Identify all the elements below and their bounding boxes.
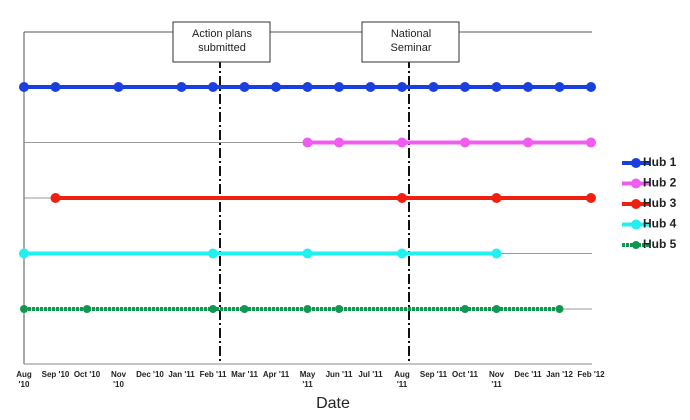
- x-tick-label: Nov '10: [111, 370, 127, 389]
- marker: [586, 82, 596, 92]
- marker: [523, 82, 533, 92]
- legend-label: Hub 4: [643, 217, 677, 231]
- annotation-text: National: [391, 28, 431, 40]
- x-axis-title: Date: [316, 395, 350, 412]
- x-tick-label-line: '11: [302, 380, 313, 389]
- marker: [586, 193, 596, 203]
- x-tick-label-line: Aug: [16, 370, 32, 379]
- x-tick-label: Oct '10: [74, 370, 101, 379]
- marker: [208, 248, 218, 259]
- x-tick-label: Sep '11: [420, 370, 448, 379]
- marker: [302, 137, 313, 148]
- marker: [428, 82, 439, 92]
- marker: [397, 248, 407, 259]
- x-tick-label: Dec '11: [514, 370, 542, 379]
- annotation-text: Action plans: [192, 28, 252, 40]
- marker: [19, 82, 29, 92]
- legend-label: Hub 1: [643, 155, 677, 169]
- x-tick-label: Oct '11: [452, 370, 478, 379]
- marker: [302, 248, 313, 259]
- x-tick-label: Nov '11: [489, 370, 505, 389]
- x-tick-label: Feb '11: [200, 370, 227, 379]
- x-tick-label: Aug '11: [394, 370, 410, 389]
- marker: [239, 82, 250, 92]
- legend-marker: [631, 199, 641, 209]
- marker: [461, 305, 469, 313]
- x-tick-label: Sep '10: [42, 370, 70, 379]
- marker: [20, 305, 28, 313]
- marker: [554, 82, 565, 92]
- x-tick-label: Jan '11: [168, 370, 195, 379]
- x-tick-label-line: '10: [19, 380, 30, 389]
- x-tick-label: May '11: [300, 370, 316, 389]
- marker: [50, 193, 61, 203]
- marker: [208, 82, 218, 92]
- marker: [335, 305, 343, 313]
- marker: [19, 248, 29, 259]
- marker: [523, 137, 533, 148]
- marker: [586, 137, 596, 148]
- marker: [460, 137, 470, 148]
- legend-label: Hub 2: [643, 176, 677, 190]
- x-tick-label-line: '11: [397, 380, 408, 389]
- marker: [491, 248, 502, 259]
- x-tick-label-line: Nov: [111, 370, 127, 379]
- marker: [271, 82, 281, 92]
- x-tick-label-line: '10: [113, 380, 124, 389]
- x-tick-label: Jul '11: [358, 370, 383, 379]
- annotation-box: [172, 21, 271, 63]
- marker: [334, 137, 344, 148]
- legend-marker: [631, 219, 641, 230]
- marker: [83, 305, 91, 313]
- legend-label: Hub 3: [643, 196, 677, 210]
- marker: [50, 82, 61, 92]
- x-tick-label: Dec '10: [136, 370, 164, 379]
- marker: [209, 305, 217, 313]
- marker: [491, 82, 502, 92]
- marker: [397, 82, 407, 92]
- marker: [492, 305, 501, 313]
- marker: [302, 82, 313, 92]
- x-tick-label: Mar '11: [231, 370, 258, 379]
- annotation-box: [361, 21, 460, 63]
- legend-label: Hub 5: [643, 237, 677, 251]
- annotation-text: submitted: [198, 42, 246, 54]
- marker: [397, 193, 407, 203]
- marker: [397, 137, 407, 148]
- marker: [303, 305, 312, 313]
- marker: [240, 305, 249, 313]
- x-tick-label: Feb '12: [577, 370, 605, 379]
- marker: [555, 305, 564, 313]
- x-tick-label: Jun '11: [326, 370, 353, 379]
- marker: [491, 193, 502, 203]
- legend-marker: [632, 241, 640, 249]
- annotation-text: Seminar: [391, 42, 432, 54]
- x-tick-label-line: '11: [491, 380, 502, 389]
- x-tick-label-line: Nov: [489, 370, 505, 379]
- x-tick-label: Aug '10: [16, 370, 32, 389]
- x-tick-label: Jan '12: [546, 370, 573, 379]
- x-tick-label: Apr '11: [263, 370, 290, 379]
- marker: [113, 82, 124, 92]
- x-tick-label-line: Aug: [394, 370, 410, 379]
- legend-marker: [631, 158, 641, 168]
- marker: [334, 82, 344, 92]
- marker: [176, 82, 187, 92]
- x-tick-label-line: May: [300, 370, 316, 379]
- legend-marker: [631, 178, 641, 189]
- marker: [365, 82, 376, 92]
- marker: [460, 82, 470, 92]
